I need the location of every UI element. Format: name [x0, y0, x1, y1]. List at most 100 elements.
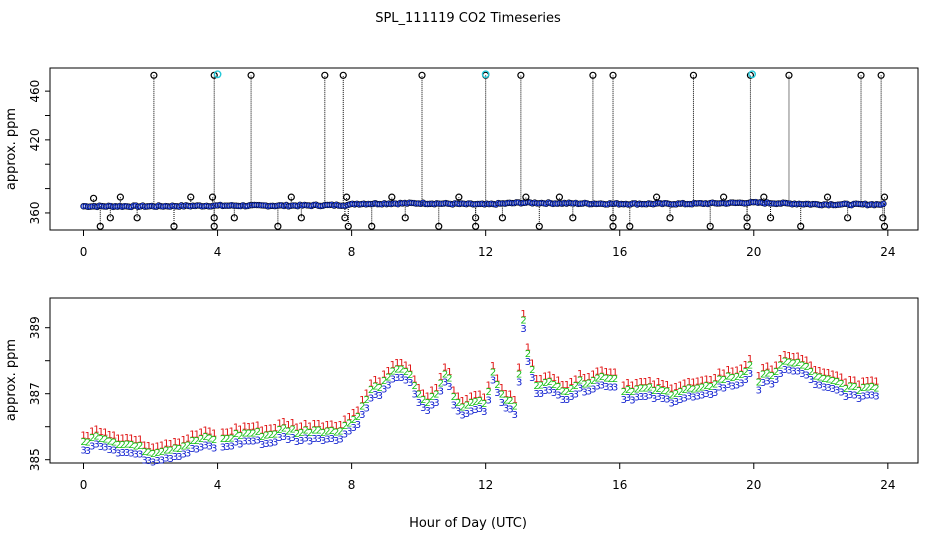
series-2-point: 2	[573, 381, 579, 392]
series-2-point: 2	[651, 386, 657, 397]
series-3-point: 3	[812, 380, 818, 391]
series-2-point: 2	[586, 378, 592, 389]
series-3-point: 3	[468, 406, 474, 417]
series-2-point: 2	[538, 381, 544, 392]
series-1-point: 1	[586, 372, 592, 383]
series-2-point: 2	[851, 382, 857, 393]
series-3-point: 3	[786, 366, 792, 377]
series-2-point: 2	[769, 371, 775, 382]
series-1-point: 1	[250, 422, 256, 433]
series-3-point: 3	[825, 383, 831, 394]
mid-outlier	[743, 214, 751, 222]
series-1-point: 1	[734, 366, 740, 377]
spike-point	[150, 71, 158, 79]
series-3-point: 3	[729, 381, 735, 392]
x-tick-label: 16	[612, 245, 627, 259]
series-1-point: 1	[146, 441, 152, 452]
series-2-point: 2	[185, 440, 191, 451]
series-3-point: 3	[533, 389, 539, 400]
series-2-point: 2	[398, 365, 404, 376]
series-1-point: 1	[529, 358, 535, 369]
series-1-point: 1	[568, 377, 574, 388]
series-2-point: 2	[790, 358, 796, 369]
mid-outlier	[133, 214, 141, 222]
low-outlier	[609, 222, 617, 230]
data-point	[880, 200, 887, 207]
series-3-point: 3	[490, 376, 496, 387]
series-1-point: 1	[690, 378, 696, 389]
series-2-point: 2	[486, 387, 492, 398]
series-3-point: 3	[272, 438, 278, 449]
flagged-point	[481, 70, 490, 79]
series-2-point: 2	[634, 384, 640, 395]
low-outlier	[472, 222, 480, 230]
series-1-point: 1	[673, 382, 679, 393]
series-3-point: 3	[294, 437, 300, 448]
series-1-point: 1	[516, 363, 522, 374]
series-1-point: 1	[120, 433, 126, 444]
series-3-point: 3	[838, 387, 844, 398]
series-2-point: 2	[782, 357, 788, 368]
series-3-point: 3	[298, 436, 304, 447]
series-3-point: 3	[660, 394, 666, 405]
series-2-point: 2	[324, 426, 330, 437]
series-1-point: 1	[233, 423, 239, 434]
series-1-point: 1	[651, 379, 657, 390]
series-2-point: 2	[167, 446, 173, 457]
series-1-point: 1	[756, 371, 762, 382]
series-3-point: 3	[133, 450, 139, 461]
x-tick-label: 4	[214, 245, 222, 259]
series-2-point: 2	[416, 390, 422, 401]
bottom-data-points: 1231231231231231231231231231231231231231…	[80, 309, 879, 468]
series-2-point: 2	[307, 428, 313, 439]
series-3-point: 3	[843, 392, 849, 403]
series-1-point: 1	[128, 434, 134, 445]
series-1-point: 1	[594, 367, 600, 378]
series-2-point: 2	[381, 376, 387, 387]
series-1-point: 1	[786, 351, 792, 362]
series-1-point: 1	[372, 375, 378, 386]
series-2-point: 2	[298, 428, 304, 439]
series-3-point: 3	[677, 395, 683, 406]
series-2-point: 2	[773, 367, 779, 378]
series-3-point: 3	[625, 393, 631, 404]
series-3-point: 3	[520, 324, 526, 335]
series-1-point: 1	[80, 430, 86, 441]
series-2-point: 2	[250, 428, 256, 439]
series-2-point: 2	[856, 386, 862, 397]
series-2-point: 2	[438, 378, 444, 389]
series-2-point: 2	[411, 381, 417, 392]
series-3-point: 3	[268, 438, 274, 449]
series-1-point: 1	[856, 379, 862, 390]
series-1-point: 1	[503, 389, 509, 400]
series-2-point: 2	[442, 369, 448, 380]
series-3-point: 3	[89, 441, 95, 452]
series-1-point: 1	[246, 422, 252, 433]
series-1-point: 1	[307, 422, 313, 433]
series-2-point: 2	[141, 447, 147, 458]
series-2-point: 2	[477, 396, 483, 407]
series-2-point: 2	[93, 431, 99, 442]
series-2-point: 2	[490, 367, 496, 378]
series-2-point: 2	[289, 425, 295, 436]
series-1-point: 1	[294, 422, 300, 433]
series-3-point: 3	[725, 380, 731, 391]
spike-point	[247, 71, 255, 79]
series-1-point: 1	[738, 363, 744, 374]
series-2-point: 2	[242, 428, 248, 439]
top-data-points	[80, 70, 889, 230]
bottom-y-axis: 385 387 389	[28, 316, 50, 471]
series-1-point: 1	[359, 395, 365, 406]
series-1-point: 1	[329, 419, 335, 430]
series-2-point: 2	[472, 397, 478, 408]
series-3-point: 3	[834, 385, 840, 396]
series-1-point: 1	[603, 367, 609, 378]
series-3-point: 3	[865, 391, 871, 402]
series-2-point: 2	[115, 440, 121, 451]
series-2-point: 2	[337, 426, 343, 437]
series-2-point: 2	[425, 398, 431, 409]
series-2-point: 2	[202, 432, 208, 443]
series-1-point: 1	[451, 386, 457, 397]
series-2-point: 2	[594, 373, 600, 384]
series-1-point: 1	[638, 377, 644, 388]
